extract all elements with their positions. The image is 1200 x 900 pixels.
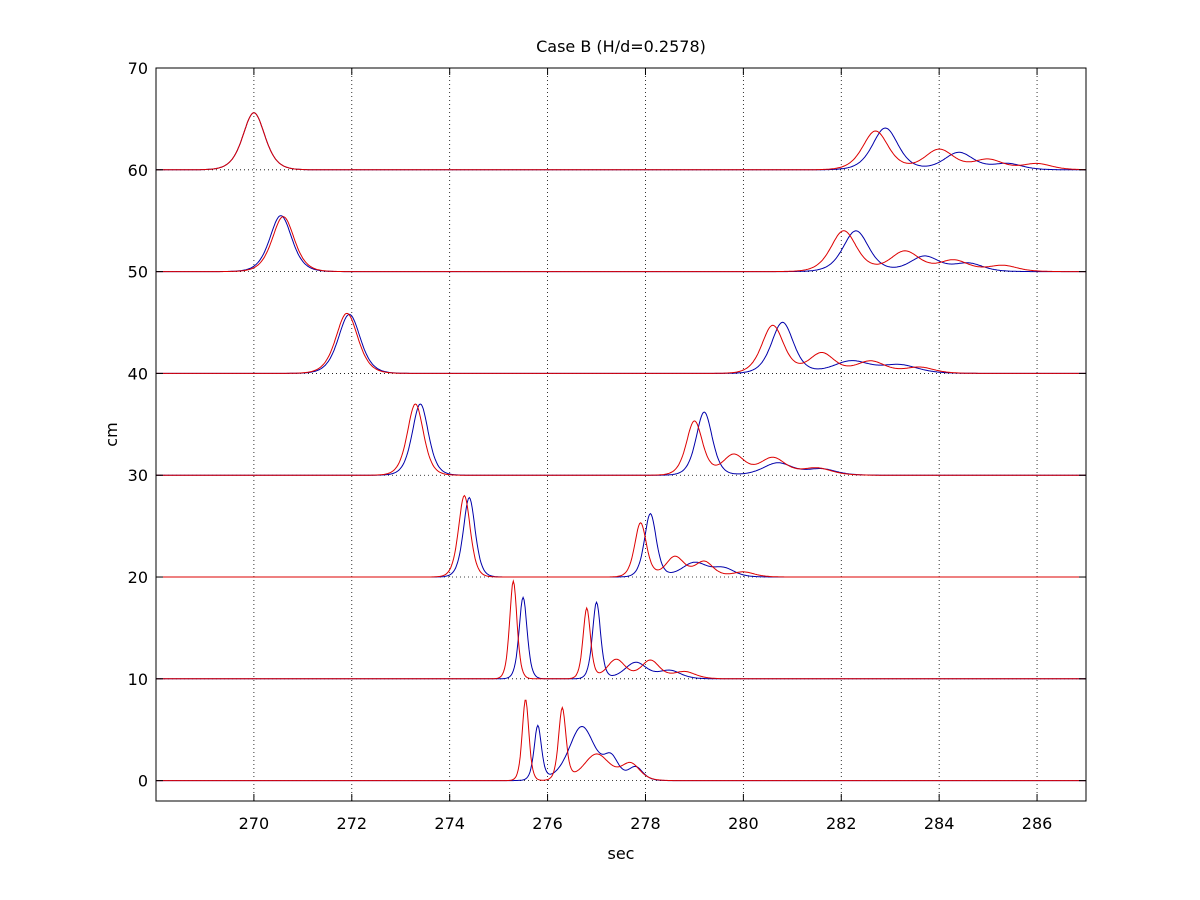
y-tick-label: 0: [138, 772, 148, 791]
y-tick-label: 60: [128, 161, 148, 180]
x-tick-label: 278: [630, 814, 661, 833]
x-tick-label: 286: [1022, 814, 1053, 833]
x-axis-label: sec: [608, 844, 635, 863]
series-red-gauge-3: [156, 312, 1086, 374]
chart-title: Case B (H/d=0.2578): [536, 37, 706, 56]
y-tick-label: 30: [128, 466, 148, 485]
x-tick-label: 282: [826, 814, 857, 833]
x-tick-label: 274: [434, 814, 465, 833]
series-red-gauge-6: [156, 579, 1086, 680]
y-tick-label: 40: [128, 364, 148, 383]
tick-group: 270 272 274 276 278 280 282 284 286 0 10 20 30 40 50 60…: [128, 59, 1086, 833]
series-red-gauge-7: [156, 699, 1086, 782]
x-tick-label: 272: [337, 814, 368, 833]
x-tick-label: 280: [728, 814, 759, 833]
x-tick-label: 284: [924, 814, 955, 833]
series-red-gauge-2: [156, 216, 1086, 273]
x-tick-label: 276: [532, 814, 563, 833]
plot-frame: [155, 67, 1087, 802]
y-axis-label: cm: [102, 422, 121, 446]
y-tick-label: 50: [128, 263, 148, 282]
series-red-gauge-4: [156, 403, 1086, 476]
y-tick-label: 10: [128, 670, 148, 689]
y-tick-label: 20: [128, 568, 148, 587]
series-red-gauge-1: [156, 112, 1086, 171]
x-tick-label: 270: [239, 814, 270, 833]
series-group: [156, 112, 1086, 782]
series-red-gauge-5: [156, 494, 1086, 578]
y-tick-label: 70: [128, 59, 148, 78]
